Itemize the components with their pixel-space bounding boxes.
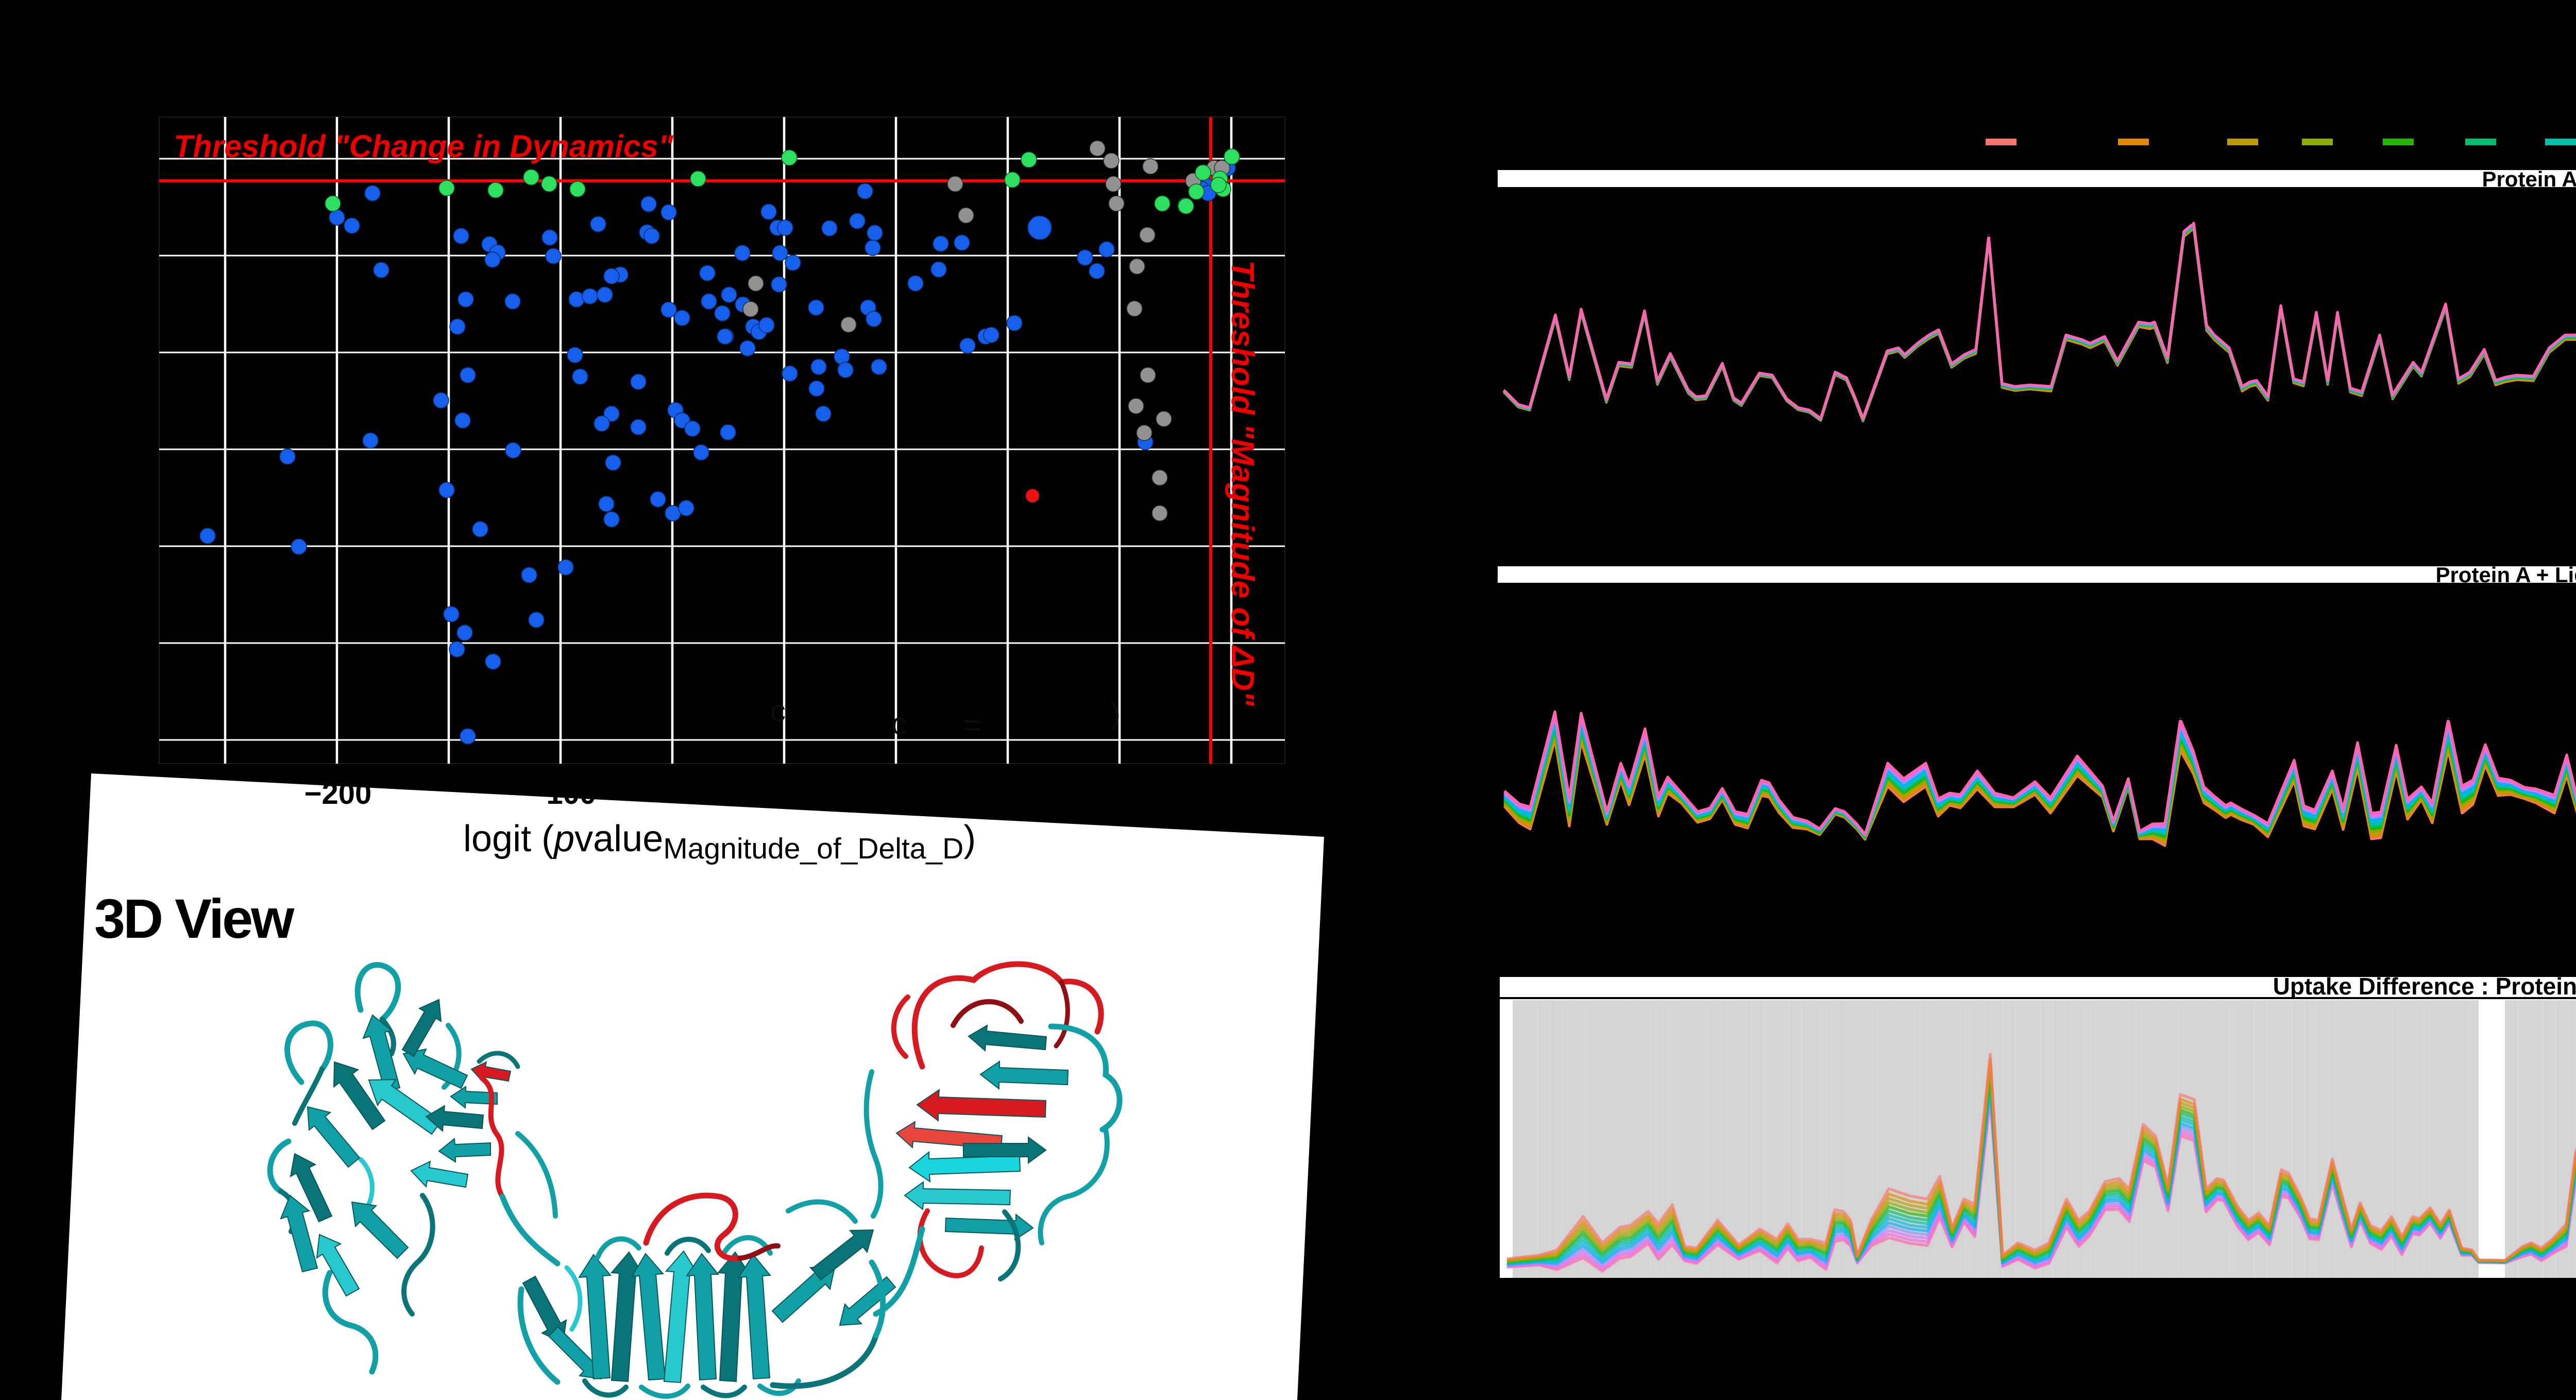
- svg-text:c: c: [891, 706, 907, 741]
- svg-text:): ): [1110, 696, 1121, 731]
- svg-text:−100: −100: [529, 777, 597, 811]
- svg-text:c: c: [770, 694, 786, 728]
- svg-text:Threshold "Magnitude of ΔD": Threshold "Magnitude of ΔD": [1225, 260, 1260, 707]
- svg-text:=: =: [963, 708, 981, 743]
- svg-text:3D View: 3D View: [94, 887, 295, 950]
- svg-text:−200: −200: [304, 777, 372, 811]
- svg-text:Threshold "Change in Dynamics": Threshold "Change in Dynamics": [174, 129, 674, 164]
- svg-text:Uptake Difference : Protein A: Uptake Difference : Protein A - (Protein…: [2273, 973, 2576, 1000]
- svg-text:Protein A + Ligand: Protein A + Ligand: [2435, 563, 2576, 587]
- svg-text:0: 0: [778, 777, 794, 811]
- svg-text:Protein A: Protein A: [2482, 167, 2576, 191]
